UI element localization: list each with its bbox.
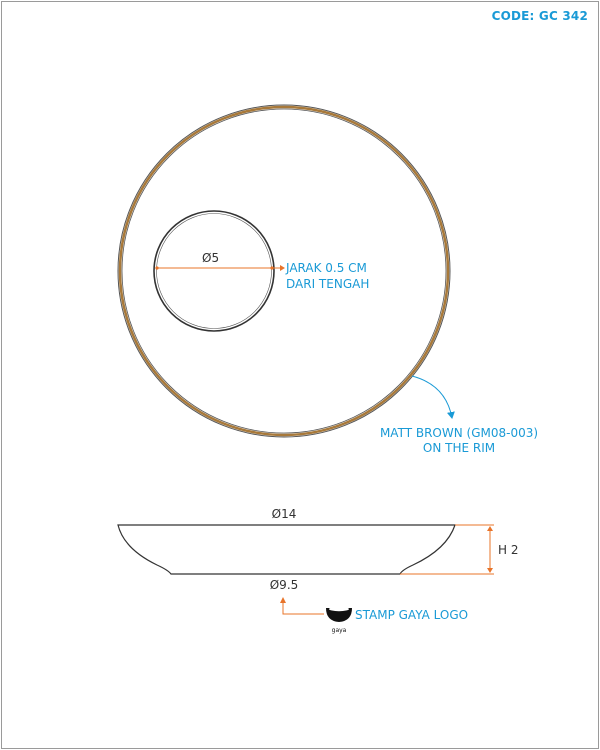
stamp-label: STAMP GAYA LOGO bbox=[355, 608, 468, 622]
plate-inner-rim-line bbox=[121, 108, 447, 434]
product-code: CODE: GC 342 bbox=[491, 9, 588, 23]
inner-diameter-dot-left bbox=[155, 266, 159, 270]
height-arrow-top bbox=[487, 526, 493, 531]
plate-profile bbox=[117, 524, 456, 575]
inner-circle-edge bbox=[156, 213, 272, 329]
stamp-leader-arrow bbox=[280, 597, 286, 603]
height-label: H 2 bbox=[498, 543, 518, 557]
rim-leader bbox=[411, 375, 455, 419]
inner-diameter-label: Ø5 bbox=[202, 251, 219, 265]
side-view: Ø14 Ø9.5 H 2 gaya STAMP GAYA LOGO bbox=[117, 507, 518, 634]
top-view: Ø5 JARAK 0.5 CM DARI TENGAH MATT BROWN (… bbox=[117, 104, 538, 455]
offset-note-line2: DARI TENGAH bbox=[286, 277, 369, 291]
base-diameter-label: Ø9.5 bbox=[270, 578, 299, 592]
inner-circle bbox=[153, 210, 275, 332]
gaya-logo-text: gaya bbox=[332, 627, 347, 634]
rim-note-line2: ON THE RIM bbox=[423, 441, 495, 455]
stamp-leader bbox=[282, 598, 324, 615]
height-arrow-bottom bbox=[487, 568, 493, 573]
plate-outer-rim bbox=[117, 104, 451, 438]
top-diameter-label: Ø14 bbox=[272, 507, 297, 521]
gaya-logo: gaya bbox=[326, 606, 352, 634]
rim-note-line1: MATT BROWN (GM08-003) bbox=[380, 426, 538, 440]
plate-rim-brown bbox=[118, 105, 450, 437]
offset-note-line1: JARAK 0.5 CM bbox=[285, 261, 367, 275]
